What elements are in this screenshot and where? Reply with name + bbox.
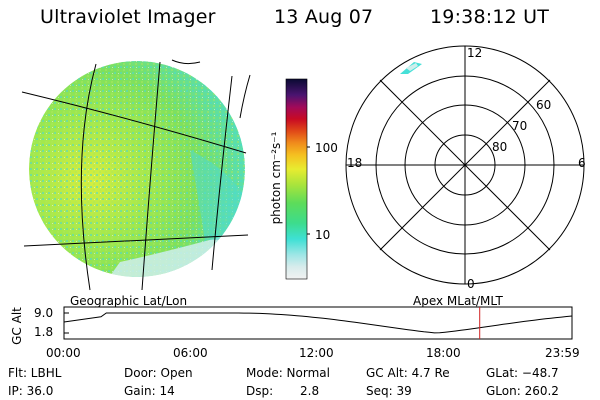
geographic-image <box>21 59 251 291</box>
altitude-ytick-min: 1.8 <box>34 325 54 339</box>
geographic-caption: Geographic Lat/Lon <box>70 294 188 308</box>
seq-info: Seq: 39 <box>366 384 412 398</box>
polar-plot <box>345 45 585 285</box>
lat-label-70: 70 <box>512 119 528 133</box>
altitude-plot <box>63 306 573 340</box>
xtick-0000: 00:00 <box>46 346 81 360</box>
mlt-label-18: 18 <box>347 156 363 170</box>
ip-info: IP: 36.0 <box>8 384 54 398</box>
xtick-0600: 06:00 <box>173 346 208 360</box>
glon-info: GLon: 260.2 <box>486 384 559 398</box>
colorbar-unit-label: photon cm⁻²s⁻¹ <box>269 131 283 225</box>
apex-caption: Apex MLat/MLT <box>413 294 503 308</box>
date-label: 13 Aug 07 <box>274 6 374 28</box>
xtick-1800: 18:00 <box>426 346 461 360</box>
gc-alt-info: GC Alt: 4.7 Re <box>366 366 450 380</box>
altitude-curve <box>63 312 573 334</box>
colorbar-tick-10: 10 <box>315 228 331 242</box>
mlt-label-12: 12 <box>467 46 483 60</box>
door-info: Door: Open <box>124 366 193 380</box>
xtick-1200: 12:00 <box>299 346 334 360</box>
lat-label-80: 80 <box>492 140 508 154</box>
time-label: 19:38:12 UT <box>430 6 550 28</box>
instrument-title: Ultraviolet Imager <box>40 6 216 28</box>
mlt-label-0: 0 <box>467 277 475 291</box>
colorbar-tick-100: 100 <box>315 141 338 155</box>
lat-label-60: 60 <box>536 98 552 112</box>
mode-info: Mode: Normal <box>246 366 330 380</box>
lat-lon-grid <box>21 59 251 291</box>
mlt-label-6: 6 <box>578 156 586 170</box>
dsp-value: 2.8 <box>300 384 320 398</box>
glat-info: GLat: −48.7 <box>486 366 559 380</box>
xtick-2359: 23:59 <box>545 346 580 360</box>
filter-info: Flt: LBHL <box>8 366 62 380</box>
dsp-label: Dsp: <box>246 384 274 398</box>
colorbar <box>285 78 310 280</box>
altitude-ylabel: GC Alt <box>10 307 24 345</box>
altitude-ytick-max: 9.0 <box>34 306 54 320</box>
gain-info: Gain: 14 <box>124 384 175 398</box>
